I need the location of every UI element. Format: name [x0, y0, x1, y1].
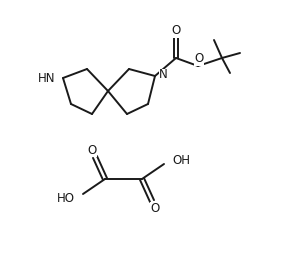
Text: O: O	[171, 24, 181, 38]
Text: HN: HN	[38, 72, 55, 85]
Text: O: O	[150, 202, 160, 214]
Text: HO: HO	[57, 192, 75, 205]
Text: N: N	[159, 69, 168, 81]
Text: O: O	[87, 143, 97, 156]
Text: O: O	[194, 52, 204, 65]
Text: OH: OH	[172, 153, 190, 167]
